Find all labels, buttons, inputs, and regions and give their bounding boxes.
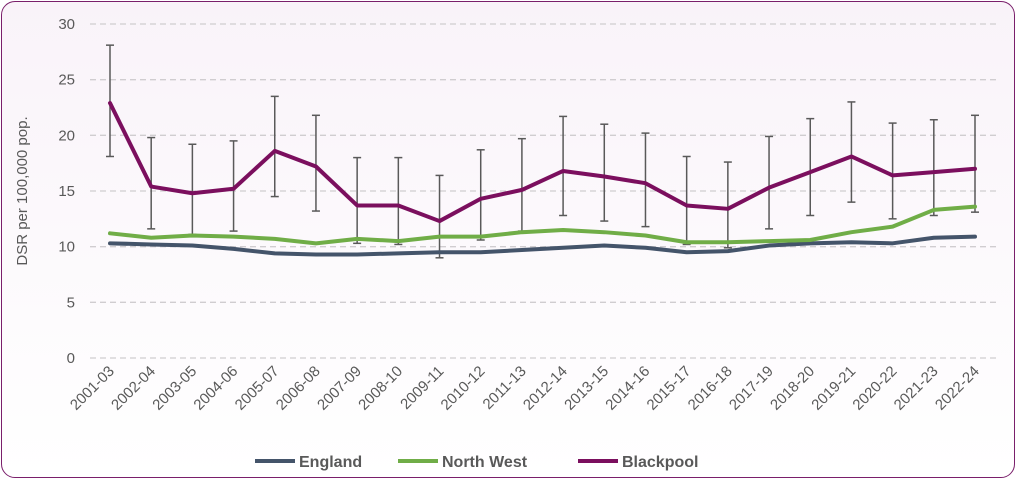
y-tick-label: 10 — [58, 239, 75, 256]
error-bar — [971, 114, 979, 213]
y-tick-label: 15 — [58, 183, 75, 200]
error-bar — [765, 135, 774, 230]
x-tick-label: 2017-19 — [726, 363, 777, 414]
series-line-north-west — [108, 204, 977, 246]
x-tick-label: 2019-21 — [808, 363, 859, 414]
legend-item: Blackpool — [578, 454, 698, 471]
error-bar — [435, 174, 444, 259]
y-axis-label: DSR per 100,000 pop. — [14, 116, 31, 265]
error-bar — [476, 149, 485, 241]
x-tick-label: 2015-17 — [644, 363, 695, 414]
legend-item: England — [255, 454, 362, 471]
x-tick-label: 2011-13 — [480, 363, 530, 413]
x-tick-label: 2003-05 — [149, 363, 200, 414]
error-bar — [106, 44, 114, 158]
error-bar — [559, 115, 568, 217]
legend-label: England — [299, 454, 362, 471]
error-bar — [600, 123, 609, 222]
error-bar — [806, 117, 815, 217]
series-line-blackpool — [108, 101, 977, 224]
x-tick-label: 2006-08 — [273, 363, 324, 414]
x-tick-label: 2012-14 — [520, 363, 571, 414]
y-tick-label: 25 — [58, 72, 75, 89]
series-line-england — [108, 234, 977, 257]
error-bar — [723, 161, 732, 249]
y-tick-label: 0 — [67, 350, 75, 367]
legend-label: Blackpool — [622, 454, 698, 471]
x-tick-label: 2010-12 — [438, 363, 489, 414]
error-bar — [847, 101, 856, 203]
y-tick-label: 5 — [67, 294, 75, 311]
error-bar — [517, 137, 526, 232]
x-tick-label: 2021-23 — [891, 363, 942, 414]
x-tick-label: 2020-22 — [849, 363, 900, 414]
error-bar — [229, 140, 238, 232]
error-bar — [641, 132, 650, 228]
x-tick-label: 2009-11 — [397, 363, 447, 413]
error-bar — [270, 95, 279, 198]
x-tick-label: 2008-10 — [355, 363, 406, 414]
error-bar — [188, 143, 197, 236]
legend-item: North West — [398, 454, 528, 471]
x-tick-label: 2018-20 — [767, 363, 818, 414]
legend-label: North West — [442, 454, 528, 471]
error-bar — [888, 122, 897, 220]
error-bar — [929, 118, 938, 217]
x-tick-label: 2016-18 — [685, 363, 736, 414]
y-tick-label: 30 — [58, 16, 75, 33]
error-bar — [353, 156, 362, 245]
error-bar — [682, 155, 691, 246]
x-tick-label: 2014-16 — [602, 363, 653, 414]
x-tick-label: 2001-03 — [67, 363, 118, 414]
error-bar — [311, 114, 320, 212]
error-bar — [394, 156, 403, 246]
x-tick-label: 2005-07 — [232, 363, 283, 414]
x-tick-label: 2007-09 — [314, 363, 365, 414]
x-tick-label: 2004-06 — [190, 363, 241, 414]
x-tick-label: 2013-15 — [561, 363, 612, 414]
x-tick-label: 2022-24 — [932, 363, 983, 414]
y-tick-label: 20 — [58, 127, 75, 144]
x-tick-label: 2002-04 — [108, 363, 159, 414]
